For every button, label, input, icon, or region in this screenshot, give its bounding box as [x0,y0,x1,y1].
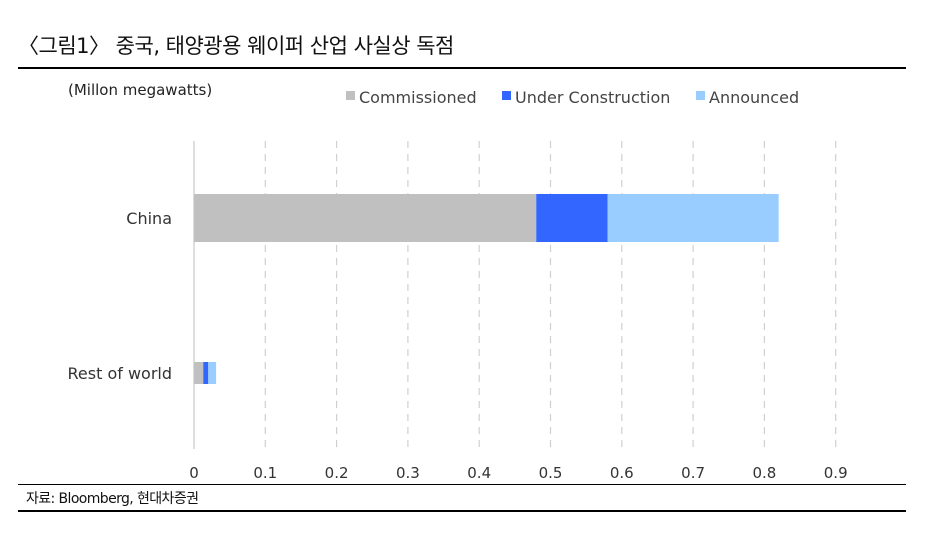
category-label: Rest of world [68,364,173,383]
x-tick-label: 0.6 [610,464,634,482]
legend-swatch [502,91,511,100]
x-tick-labels: 0 0.1 0.2 0.3 0.4 0.5 0.6 0.7 0.8 0.9 [189,464,847,482]
bar-rest-of-world-commissioned [194,362,204,384]
bar-china-under-construction [536,194,608,242]
legend-swatch [346,91,355,100]
unit-label: (Millon megawatts) [68,81,212,99]
x-tick-label: 0.8 [752,464,776,482]
gridlines [264,141,837,449]
bar-rest-of-world-announced [208,362,217,384]
bar-rest-of-world-under-construction [203,362,209,384]
legend-swatch [696,91,705,100]
top-rule [18,67,906,69]
x-tick-label: 0.9 [824,464,848,482]
legend-label: Announced [709,88,799,107]
legend-label: Commissioned [359,88,477,107]
x-tick-label: 0.1 [253,464,277,482]
footer-rule [18,510,906,512]
x-tick-label: 0 [189,464,199,482]
x-tick-label: 0.5 [539,464,563,482]
legend-label: Under Construction [515,88,670,107]
bar-china-commissioned [194,194,537,242]
bars [194,194,779,384]
x-tick-label: 0.2 [325,464,349,482]
x-tick-label: 0.4 [467,464,491,482]
legend: Commissioned Under Construction Announced [346,88,799,107]
x-tick-label: 0.7 [681,464,705,482]
figure-title: 〈그림1〉 중국, 태양광용 웨이퍼 산업 사실상 독점 [18,34,454,58]
source-note: 자료: Bloomberg, 현대차증권 [26,491,199,507]
x-tick-label: 0.3 [396,464,420,482]
category-label: China [126,209,172,228]
bar-china-announced [607,194,779,242]
category-labels: China Rest of world [68,209,173,383]
bottom-rule [18,484,906,485]
